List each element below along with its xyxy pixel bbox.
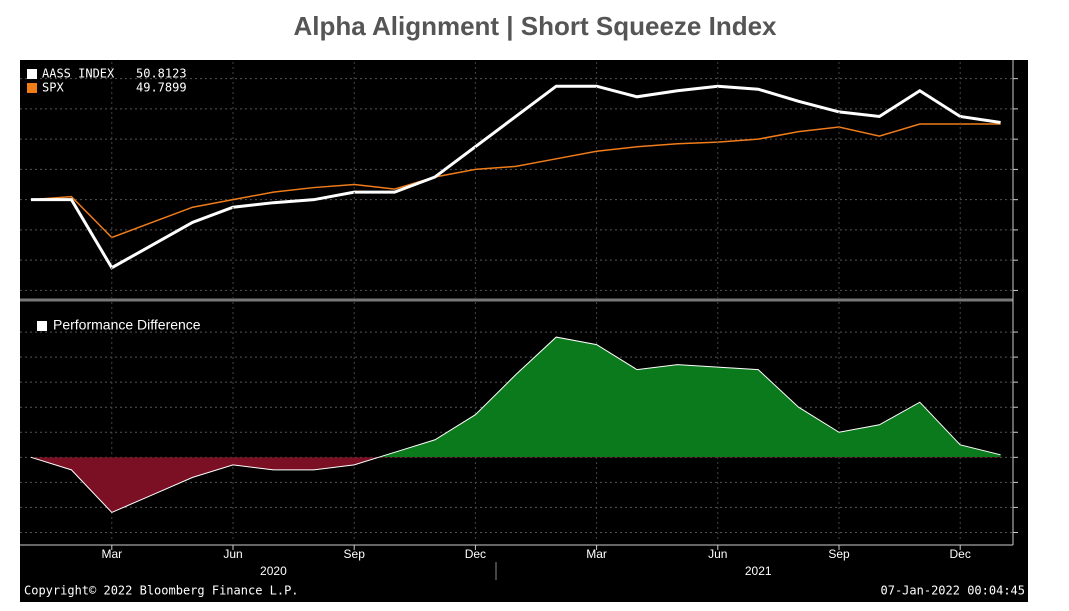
y-tick-label: 20 <box>1032 162 1046 176</box>
x-tick-label: Sep <box>344 547 366 561</box>
line <box>31 84 1001 270</box>
legend-swatch <box>27 83 37 93</box>
chart-title: Alpha Alignment | Short Squeeze Index <box>293 11 777 41</box>
y-tick-label: -60 <box>1028 283 1046 297</box>
x-tick-label: Dec <box>465 547 486 561</box>
y-tick-label: 0 <box>1038 449 1045 463</box>
year-label: 2021 <box>745 564 772 578</box>
legend-value: 49.7899 <box>136 81 187 95</box>
y-tick-label: 80 <box>1032 71 1046 85</box>
legend-swatch <box>37 321 47 331</box>
area-line <box>30 336 1001 514</box>
x-tick-label: Mar <box>101 547 122 561</box>
x-tick-label: Jun <box>223 547 242 561</box>
copyright: Copyright© 2022 Bloomberg Finance L.P. <box>24 584 299 598</box>
x-tick-label: Jun <box>708 547 727 561</box>
y-tick-label: 0 <box>1038 192 1045 206</box>
chart-background <box>20 60 1028 602</box>
year-label: 2020 <box>260 564 287 578</box>
y-tick-label: 60 <box>1032 101 1046 115</box>
y-tick-label: -20 <box>1028 222 1046 236</box>
legend-label: AASS INDEX <box>42 67 115 81</box>
y-tick-label: 40 <box>1032 349 1046 363</box>
y-tick-label: 20 <box>1032 399 1046 413</box>
y-tick-label: -20 <box>1028 500 1046 514</box>
legend-value: 50.8123 <box>136 67 187 81</box>
x-tick-label: Dec <box>950 547 971 561</box>
x-tick-label: Sep <box>828 547 850 561</box>
area-positive <box>379 337 1001 457</box>
y-tick-label: 40 <box>1032 131 1046 145</box>
y-tick-label: 10 <box>1032 424 1046 438</box>
y-tick-label: -30 <box>1028 525 1046 539</box>
legend-swatch <box>27 69 37 79</box>
area-negative <box>31 457 1001 513</box>
y-tick-label: 30 <box>1032 374 1046 388</box>
y-tick-label: 50 <box>1032 324 1046 338</box>
legend-label: SPX <box>42 81 64 95</box>
y-tick-label: -40 <box>1028 252 1046 266</box>
y-tick-label: -10 <box>1028 475 1046 489</box>
timestamp: 07-Jan-2022 00:04:45 <box>881 584 1026 598</box>
x-tick-label: Mar <box>586 547 607 561</box>
legend-label: Performance Difference <box>53 317 201 333</box>
